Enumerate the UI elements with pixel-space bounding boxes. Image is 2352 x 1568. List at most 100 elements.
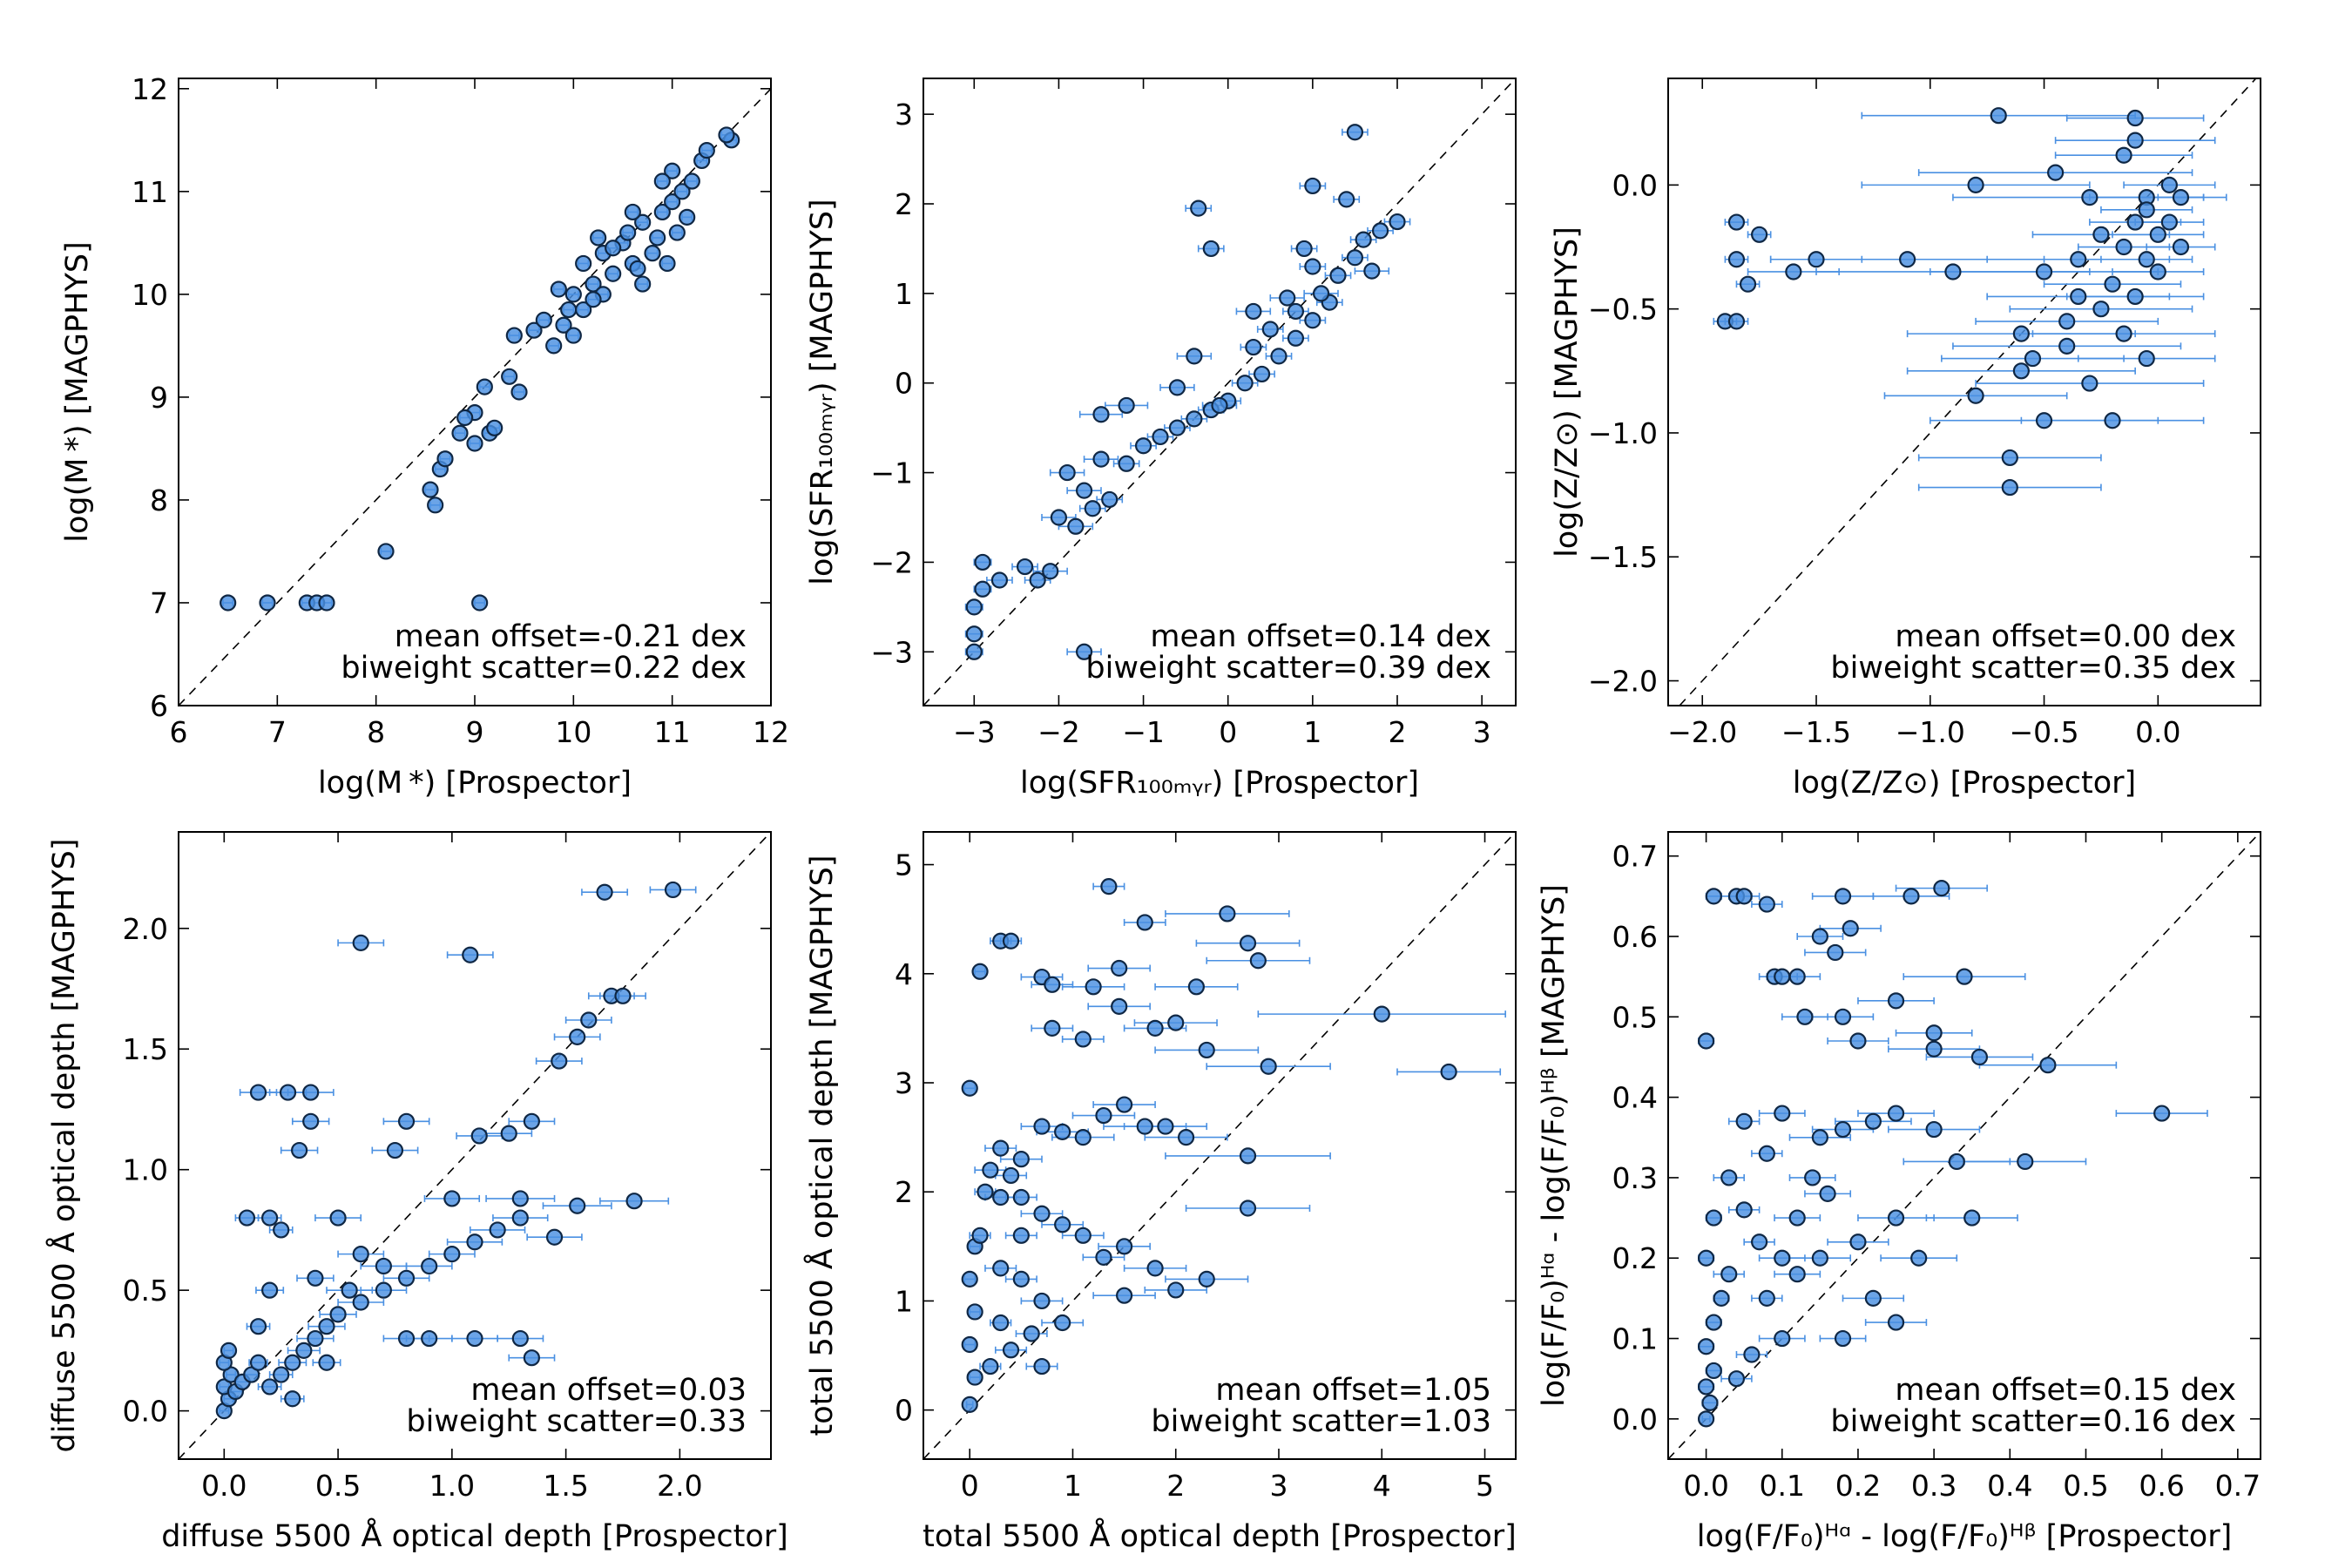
plot-frame <box>178 831 772 1460</box>
data-point <box>1168 379 1186 396</box>
data-point <box>992 1188 1010 1206</box>
data-point <box>1042 563 1059 580</box>
data-point <box>1167 1281 1185 1299</box>
data-point <box>2115 325 2132 342</box>
data-point <box>1261 321 1279 338</box>
data-point <box>961 1335 978 1354</box>
y-tick-label: 2 <box>895 1175 913 1209</box>
data-point <box>653 203 671 221</box>
data-point <box>1054 1216 1071 1233</box>
y-tick-label: 0.2 <box>1612 1241 1658 1275</box>
y-tick-label: 2 <box>895 187 913 221</box>
data-point <box>1190 199 1207 217</box>
x-tick-label: 12 <box>753 715 789 749</box>
data-point <box>1202 240 1220 258</box>
data-point <box>1253 365 1271 383</box>
data-point <box>1727 1370 1746 1388</box>
x-tick-label: 5 <box>1476 1469 1494 1503</box>
y-tick-label: 1.5 <box>123 1032 168 1066</box>
data-point <box>1705 1362 1722 1380</box>
x-tick-label: −1.0 <box>1896 715 1965 749</box>
data-point <box>1198 1270 1215 1288</box>
data-point <box>1751 1233 1768 1251</box>
data-point <box>1016 558 1034 576</box>
data-point <box>238 1209 256 1227</box>
data-point <box>1346 249 1364 267</box>
data-point <box>2039 1057 2057 1074</box>
x-tick-label: 7 <box>268 715 287 749</box>
data-point <box>1842 920 1859 937</box>
data-point <box>307 1329 324 1348</box>
data-point <box>1758 1289 1775 1307</box>
data-point <box>462 946 479 963</box>
data-point <box>1198 1041 1215 1059</box>
data-point <box>1925 1120 1943 1139</box>
data-point <box>1116 1096 1133 1113</box>
x-tick-label: 0.7 <box>2215 1469 2261 1503</box>
data-point <box>1295 240 1313 258</box>
data-point <box>1811 928 1828 945</box>
data-point <box>990 571 1009 589</box>
data-point <box>2035 412 2053 429</box>
data-point <box>982 1161 999 1179</box>
data-point <box>992 1139 1010 1157</box>
data-point <box>436 450 454 468</box>
data-point <box>471 594 489 612</box>
data-point <box>523 1349 540 1367</box>
data-point <box>679 208 696 226</box>
y-axis-label: total 5500 Å optical depth [MAGPHYS] <box>802 855 840 1436</box>
data-point <box>966 1303 983 1321</box>
data-point <box>1033 1357 1051 1375</box>
data-point <box>664 162 681 179</box>
data-point <box>273 1366 290 1383</box>
data-point <box>1925 1024 1943 1042</box>
y-tick-label: 0.5 <box>1612 1000 1658 1034</box>
data-point <box>965 598 983 616</box>
data-point <box>1287 302 1305 321</box>
data-point <box>443 1190 461 1207</box>
x-tick-label: 0.4 <box>1987 1469 2032 1503</box>
data-point <box>1774 1329 1791 1348</box>
y-axis-label: log(F/F₀)ᴴᵅ - log(F/F₀)ᴴᵝ [MAGPHYS] <box>1537 884 1571 1407</box>
data-point <box>992 1314 1010 1332</box>
x-tick-label: 1 <box>1064 1469 1082 1503</box>
plot-frame <box>1667 78 2261 706</box>
data-point <box>1808 251 1825 268</box>
data-point <box>1118 396 1135 415</box>
data-point <box>1033 1292 1051 1310</box>
data-point <box>1788 1266 1806 1283</box>
data-point <box>397 1269 416 1287</box>
data-point <box>1834 1329 1852 1348</box>
data-point <box>2017 1152 2034 1171</box>
y-axis-label: log(SFR₁₀₀ₘᵧᵣ) [MAGPHYS] <box>805 199 840 585</box>
panel-3: −2.0 −1.5 −1.0 −0.5 0.0 −2.0 −1.5 −1.0 −0.5 0.0 lo… <box>1550 78 2261 801</box>
data-point <box>523 1112 540 1130</box>
data-point <box>1990 107 2007 125</box>
x-tick-label: −3 <box>953 715 996 749</box>
data-point <box>1970 1048 1989 1066</box>
one-to-one-line <box>179 832 771 1459</box>
y-tick-label: 0.5 <box>123 1274 168 1308</box>
data-point <box>2149 263 2166 280</box>
data-point <box>585 291 602 308</box>
data-point <box>1720 1169 1738 1186</box>
data-point <box>421 1329 438 1348</box>
data-point <box>1012 1188 1030 1206</box>
mean-offset-label: mean offset=0.15 dex <box>1895 1373 2236 1408</box>
data-point <box>1735 1112 1753 1130</box>
data-point <box>1270 348 1288 365</box>
data-point <box>2153 1105 2171 1122</box>
data-point <box>2149 226 2166 243</box>
data-point <box>505 327 523 344</box>
data-point <box>2058 337 2076 355</box>
data-point <box>1743 1346 1761 1363</box>
data-point <box>966 1369 983 1386</box>
data-point <box>1849 1233 1867 1251</box>
data-point <box>1849 1032 1867 1050</box>
data-point <box>673 183 691 200</box>
data-point <box>2081 375 2099 392</box>
data-point <box>1774 968 1791 985</box>
y-tick-label: −1.0 <box>1588 416 1658 450</box>
data-point <box>1329 267 1347 284</box>
data-point <box>664 881 682 899</box>
